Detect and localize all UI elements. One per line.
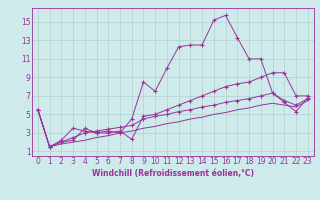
- X-axis label: Windchill (Refroidissement éolien,°C): Windchill (Refroidissement éolien,°C): [92, 169, 254, 178]
